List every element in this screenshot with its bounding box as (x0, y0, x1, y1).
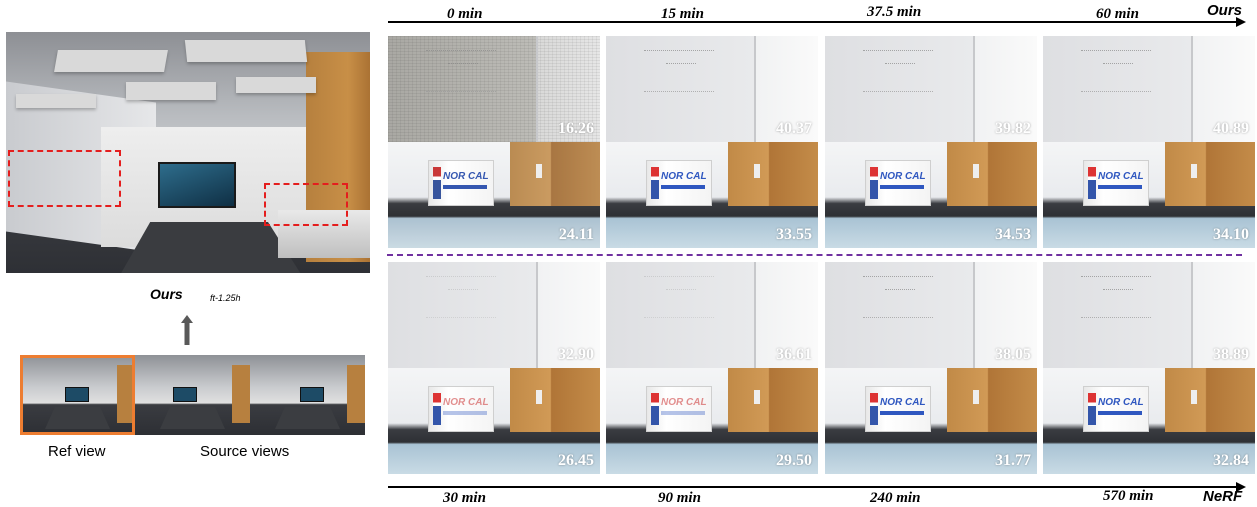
time-label: 30 min (443, 490, 486, 506)
psnr-score: 24.11 (558, 226, 594, 243)
up-arrow-icon (181, 315, 193, 345)
method-subscript: ft-1.25h (210, 293, 241, 303)
method-label: Ours (150, 286, 183, 302)
time-label: 37.5 min (867, 4, 922, 20)
carton-crop: NOR CAL 29.50 (606, 368, 818, 474)
psnr-score: 40.37 (776, 120, 812, 137)
carton-crop: NOR CAL 34.10 (1043, 142, 1255, 248)
whiteboard-crop: 38.05 (825, 262, 1037, 368)
time-label: 90 min (658, 490, 701, 506)
psnr-score: 32.84 (1213, 452, 1249, 469)
time-label: 60 min (1096, 6, 1139, 22)
input-views-strip (20, 355, 365, 435)
top-method-label: Ours (1207, 2, 1243, 19)
psnr-score: 31.77 (995, 452, 1031, 469)
source-view-thumbnail (250, 355, 365, 435)
psnr-score: 39.82 (995, 120, 1031, 137)
ref-view-thumbnail (20, 355, 135, 435)
carton-roi-box (264, 183, 348, 226)
psnr-score: 29.50 (776, 452, 812, 469)
bottom-time-axis (388, 486, 1236, 488)
psnr-score: 34.10 (1213, 226, 1249, 243)
whiteboard-crop: 40.89 (1043, 36, 1255, 142)
arrow-right-icon (1236, 17, 1246, 27)
psnr-score: 33.55 (776, 226, 812, 243)
bottom-method-label: NeRF (1203, 488, 1243, 505)
psnr-score: 32.90 (558, 346, 594, 363)
carton-crop: NOR CAL 32.84 (1043, 368, 1255, 474)
top-time-axis (388, 21, 1236, 23)
whiteboard-crop: 36.61 (606, 262, 818, 368)
source-view-thumbnail (135, 355, 250, 435)
group-divider (387, 254, 1242, 256)
ref-view-highlight (20, 355, 135, 435)
carton-crop: NOR CAL 34.53 (825, 142, 1037, 248)
ref-view-caption: Ref view (48, 443, 106, 460)
source-views-caption: Source views (200, 443, 290, 460)
carton-crop: NOR CAL 31.77 (825, 368, 1037, 474)
carton-crop: NOR CAL 33.55 (606, 142, 818, 248)
carton-crop: NOR CAL 24.11 (388, 142, 600, 248)
psnr-score: 38.89 (1213, 346, 1249, 363)
whiteboard-roi-box (8, 150, 121, 207)
time-label: 240 min (870, 490, 921, 506)
psnr-score: 26.45 (558, 452, 594, 469)
psnr-score: 16.26 (558, 120, 594, 137)
psnr-score: 38.05 (995, 346, 1031, 363)
time-label: 570 min (1103, 488, 1154, 504)
psnr-score: 36.61 (776, 346, 812, 363)
carton-crop: NOR CAL 26.45 (388, 368, 600, 474)
whiteboard-crop: 40.37 (606, 36, 818, 142)
whiteboard-crop: 16.26 (388, 36, 600, 142)
whiteboard-crop: 32.90 (388, 262, 600, 368)
psnr-score: 34.53 (995, 226, 1031, 243)
arrow-right-icon (1236, 482, 1246, 492)
reference-room-image (6, 32, 370, 273)
time-label: 0 min (447, 6, 483, 22)
whiteboard-crop: 38.89 (1043, 262, 1255, 368)
time-label: 15 min (661, 6, 704, 22)
tv-screen (158, 162, 236, 208)
psnr-score: 40.89 (1213, 120, 1249, 137)
whiteboard-crop: 39.82 (825, 36, 1037, 142)
